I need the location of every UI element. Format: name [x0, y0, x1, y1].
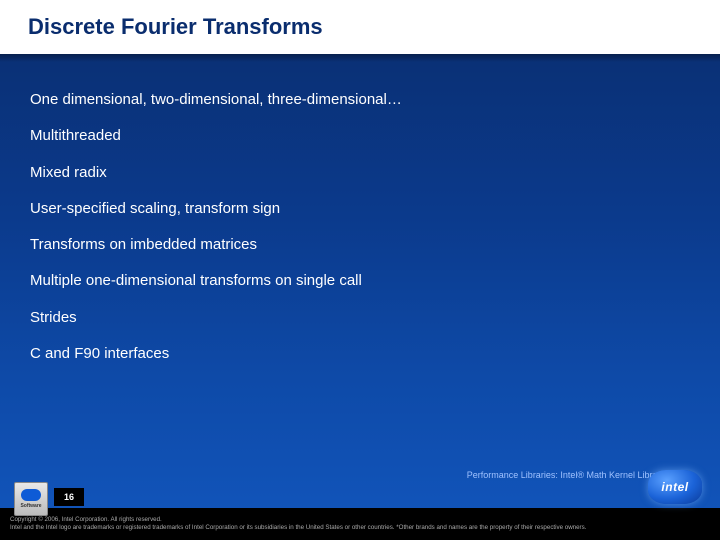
- bullet-item: Mixed radix: [30, 163, 690, 183]
- bullet-item: User-specified scaling, transform sign: [30, 199, 690, 219]
- title-bar: Discrete Fourier Transforms: [0, 0, 720, 54]
- badge-label: Software: [20, 503, 41, 509]
- bullet-item: Multithreaded: [30, 126, 690, 146]
- badge-chip-icon: [21, 489, 41, 501]
- trademark-line: Intel and the Intel logo are trademarks …: [10, 524, 710, 532]
- copyright-line: Copyright © 2006, Intel Corporation. All…: [10, 516, 710, 524]
- software-badge-icon: Software: [14, 482, 48, 516]
- bullet-item: Transforms on imbedded matrices: [30, 235, 690, 255]
- bullet-item: One dimensional, two-dimensional, three-…: [30, 90, 690, 110]
- bullet-item: C and F90 interfaces: [30, 344, 690, 364]
- footer-bar: Copyright © 2006, Intel Corporation. All…: [0, 508, 720, 540]
- slide-title: Discrete Fourier Transforms: [28, 14, 692, 40]
- bullet-item: Strides: [30, 308, 690, 328]
- footer: 16 Copyright © 2006, Intel Corporation. …: [0, 486, 720, 540]
- intel-logo-icon: intel: [648, 470, 702, 504]
- logo-text: intel: [661, 480, 688, 494]
- page-number: 16: [54, 488, 84, 506]
- bullet-item: Multiple one-dimensional transforms on s…: [30, 271, 690, 291]
- footer-top: 16: [0, 486, 720, 508]
- content-area: One dimensional, two-dimensional, three-…: [0, 54, 720, 364]
